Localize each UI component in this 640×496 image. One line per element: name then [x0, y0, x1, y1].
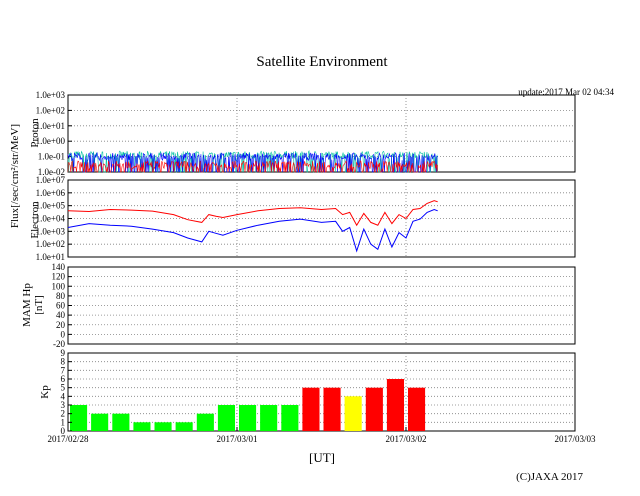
proton-series — [67, 150, 438, 173]
proton-grid — [68, 95, 575, 172]
electron-ylabel: Electron — [29, 201, 41, 239]
flux-ylabel: Flux[/sec/cm²/str/MeV] — [9, 124, 21, 228]
mam-ytick-label: -20 — [53, 339, 65, 349]
kp-bar — [196, 413, 214, 431]
mam-ylabel: MAM Hp — [21, 283, 33, 327]
kp-ytick-label: 4 — [61, 391, 66, 401]
electron-series-line-0 — [67, 200, 438, 227]
proton-ytick-label: 1.0e-01 — [38, 152, 65, 162]
electron-ytick-label: 1.0e+07 — [36, 175, 66, 185]
kp-bar — [175, 422, 193, 431]
kp-bar — [281, 405, 299, 431]
kp-ylabel: Kp — [39, 385, 51, 399]
kp-bar — [154, 422, 172, 431]
proton-ytick-label: 1.0e+03 — [36, 90, 66, 100]
x-tick-label: 2017/03/01 — [216, 434, 257, 444]
x-tick-label: 2017/03/03 — [554, 434, 596, 444]
kp-bar — [133, 422, 151, 431]
electron-grid — [68, 180, 575, 257]
kp-ytick-label: 2 — [61, 409, 66, 419]
x-tick-label: 2017/02/28 — [47, 434, 89, 444]
kp-bar — [408, 387, 426, 431]
mam-ytick-label: 120 — [52, 272, 66, 282]
kp-bar — [239, 405, 257, 431]
kp-ytick-label: 3 — [61, 400, 66, 410]
electron-ytick-label: 1.0e+05 — [36, 201, 66, 211]
kp-ytick-label: 6 — [61, 374, 66, 384]
kp-bar — [302, 387, 320, 431]
proton-series-line-0 — [67, 150, 438, 173]
kp-ytick-label: 5 — [61, 383, 66, 393]
x-axis-label: [UT] — [309, 450, 335, 465]
electron-ytick-label: 1.0e+04 — [36, 214, 66, 224]
mam-ytick-label: 100 — [52, 281, 66, 291]
copyright: (C)JAXA 2017 — [516, 471, 583, 483]
kp-bar — [344, 396, 362, 431]
mam-ytick-label: 140 — [52, 262, 66, 272]
mam-panel-frame — [67, 266, 576, 345]
kp-bar — [323, 387, 341, 431]
kp-bar — [365, 387, 383, 431]
proton-series-line-2 — [67, 160, 438, 173]
proton-ticks: 1.0e-02 1.0e-01 1.0e+00 1.0e+01 1.0e+02 1.0e+… — [36, 90, 72, 177]
electron-ytick-label: 1.0e+03 — [36, 226, 66, 236]
electron-ytick-label: 1.0e+01 — [36, 252, 65, 262]
mam-ytick-label: 0 — [61, 329, 66, 339]
electron-ytick-label: 1.0e+06 — [36, 188, 66, 198]
kp-bars — [70, 379, 426, 431]
proton-ytick-label: 1.0e-02 — [38, 167, 65, 177]
electron-panel: 1.0e+01 1.0e+02 1.0e+03 1.0e+04 1.0e+05 1.0e+… — [29, 175, 576, 262]
kp-ytick-label: 1 — [61, 417, 66, 427]
kp-bar — [386, 379, 404, 431]
chart-title: Satellite Environment — [256, 54, 388, 70]
kp-panel-frame — [67, 352, 576, 432]
kp-ytick-label: 0 — [61, 426, 66, 436]
proton-ytick-label: 1.0e+01 — [36, 121, 65, 131]
update-timestamp: update:2017 Mar 02 04:34 — [518, 87, 614, 97]
kp-bar — [217, 405, 235, 431]
proton-ytick-label: 1.0e+02 — [36, 105, 65, 115]
mam-ytick-label: 60 — [56, 301, 66, 311]
kp-bar — [91, 413, 109, 431]
kp-grid — [68, 353, 575, 431]
electron-series — [67, 200, 438, 253]
mam-ytick-label: 20 — [56, 320, 66, 330]
kp-ytick-label: 7 — [61, 365, 66, 375]
mam-yunit: [nT] — [33, 295, 45, 315]
electron-ticks: 1.0e+01 1.0e+02 1.0e+03 1.0e+04 1.0e+05 1.0e+… — [36, 175, 72, 262]
electron-series-line-1 — [67, 208, 438, 253]
proton-panel: 1.0e-02 1.0e-01 1.0e+00 1.0e+01 1.0e+02 1.0e+… — [29, 90, 576, 177]
kp-ytick-label: 9 — [61, 348, 66, 358]
proton-ylabel: Proton — [29, 118, 41, 148]
electron-ytick-label: 1.0e+02 — [36, 239, 65, 249]
mam-ytick-label: 80 — [56, 291, 66, 301]
kp-bar — [112, 413, 130, 431]
x-axis-ticks: 2017/02/28 2017/03/01 2017/03/02 2017/03/03 — [47, 427, 596, 444]
kp-bar — [70, 405, 88, 431]
x-tick-label: 2017/03/02 — [385, 434, 426, 444]
kp-bar — [260, 405, 278, 431]
proton-ytick-label: 1.0e+00 — [36, 136, 66, 146]
mam-grid — [68, 267, 575, 344]
kp-ytick-label: 8 — [61, 357, 66, 367]
electron-panel-frame — [67, 179, 576, 258]
mam-ytick-label: 40 — [56, 310, 66, 320]
